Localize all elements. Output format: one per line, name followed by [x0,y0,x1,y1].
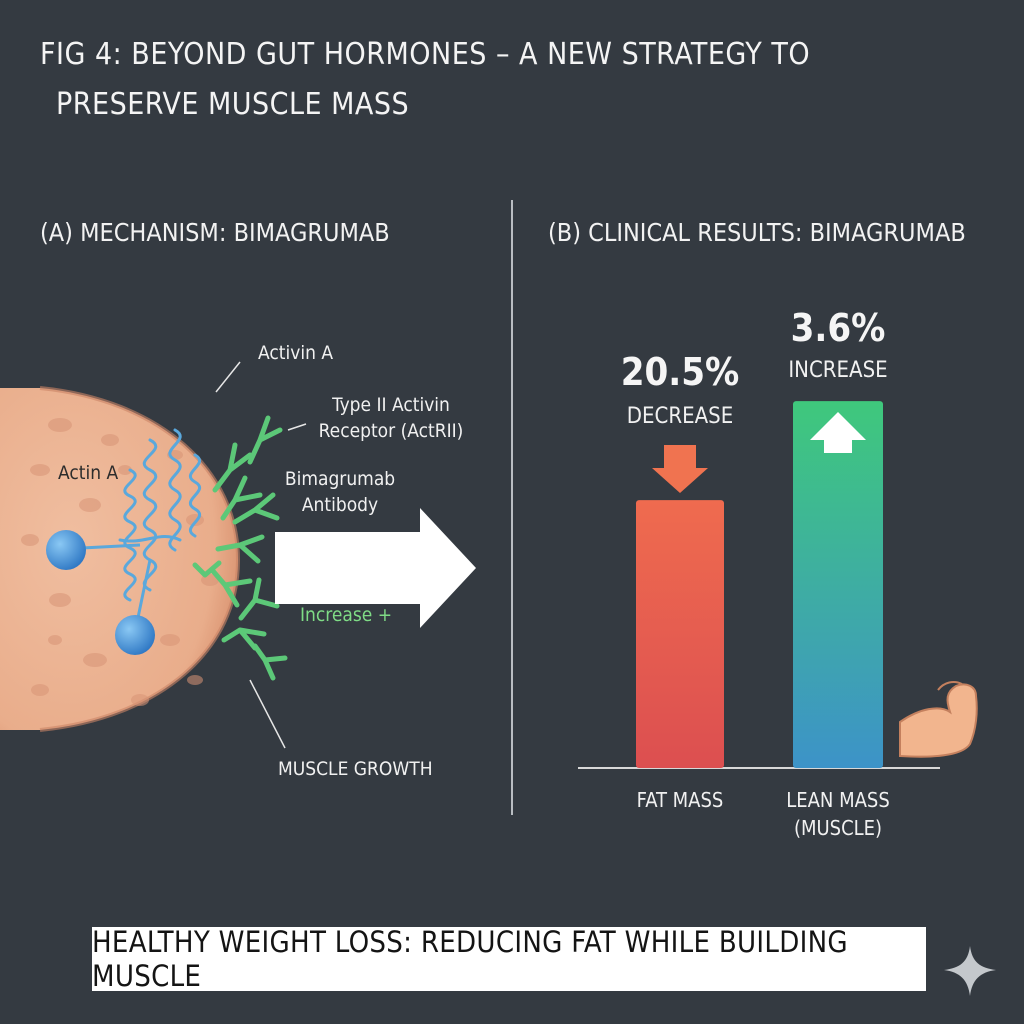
label-antibody: Bimagrumab Antibody [280,466,400,518]
label-receptor-line2: Receptor (ActRII) [318,420,464,442]
category-label-lean-line1: LEAN MASS [786,788,890,812]
antibodies [192,415,288,681]
figure-title: FIG 4: BEYOND GUT HORMONES – A NEW STRAT… [40,30,980,130]
node-2 [115,615,155,655]
figure-title-line1: FIG 4: BEYOND GUT HORMONES – A NEW STRAT… [40,37,811,72]
up-arrow-icon [810,412,866,453]
label-receptor: Type II Activin Receptor (ActRII) [306,392,476,444]
muscle-arm-icon [899,681,978,758]
label-receptor-line1: Type II Activin [332,394,450,416]
direction-label-fat: DECREASE [626,404,734,429]
category-label-fat: FAT MASS [636,788,724,812]
right-arrow-icon [275,508,476,628]
value-label-lean: 3.6% [790,306,886,350]
direction-label-lean: INCREASE [788,358,888,383]
muscle-cell [0,386,241,732]
category-label-lean-line2: (MUSCLE) [793,816,883,840]
label-antibody-line1: Bimagrumab [284,468,396,490]
down-arrow-icon [652,445,708,493]
label-muscle-growth: MUSCLE GROWTH [278,758,433,780]
bar-lean-mass [793,401,883,768]
label-activin-a: Activin A [258,342,334,364]
bar-chart [578,401,940,769]
panel-a-heading: (A) MECHANISM: BIMAGRUMAB [40,218,390,247]
label-actin-a: Actin A [58,462,119,484]
figure-title-line2: PRESERVE MUSCLE MASS [56,87,410,122]
label-antibody-line2: Antibody [301,494,379,516]
leader-lines [215,361,307,749]
bar-fat-mass [636,500,724,768]
label-increase: Increase + [300,604,393,626]
node-1 [46,530,86,570]
category-label-lean: LEAN MASS (MUSCLE) [750,786,926,842]
summary-banner: HEALTHY WEIGHT LOSS: REDUCING FAT WHILE … [92,925,926,993]
panel-divider [511,200,513,815]
sparkle-icon [944,946,996,996]
value-label-fat: 20.5% [620,350,740,394]
activin-helix [118,428,202,602]
helix-nodes [46,530,155,655]
panel-b-heading: (B) CLINICAL RESULTS: BIMAGRUMAB [548,218,966,247]
